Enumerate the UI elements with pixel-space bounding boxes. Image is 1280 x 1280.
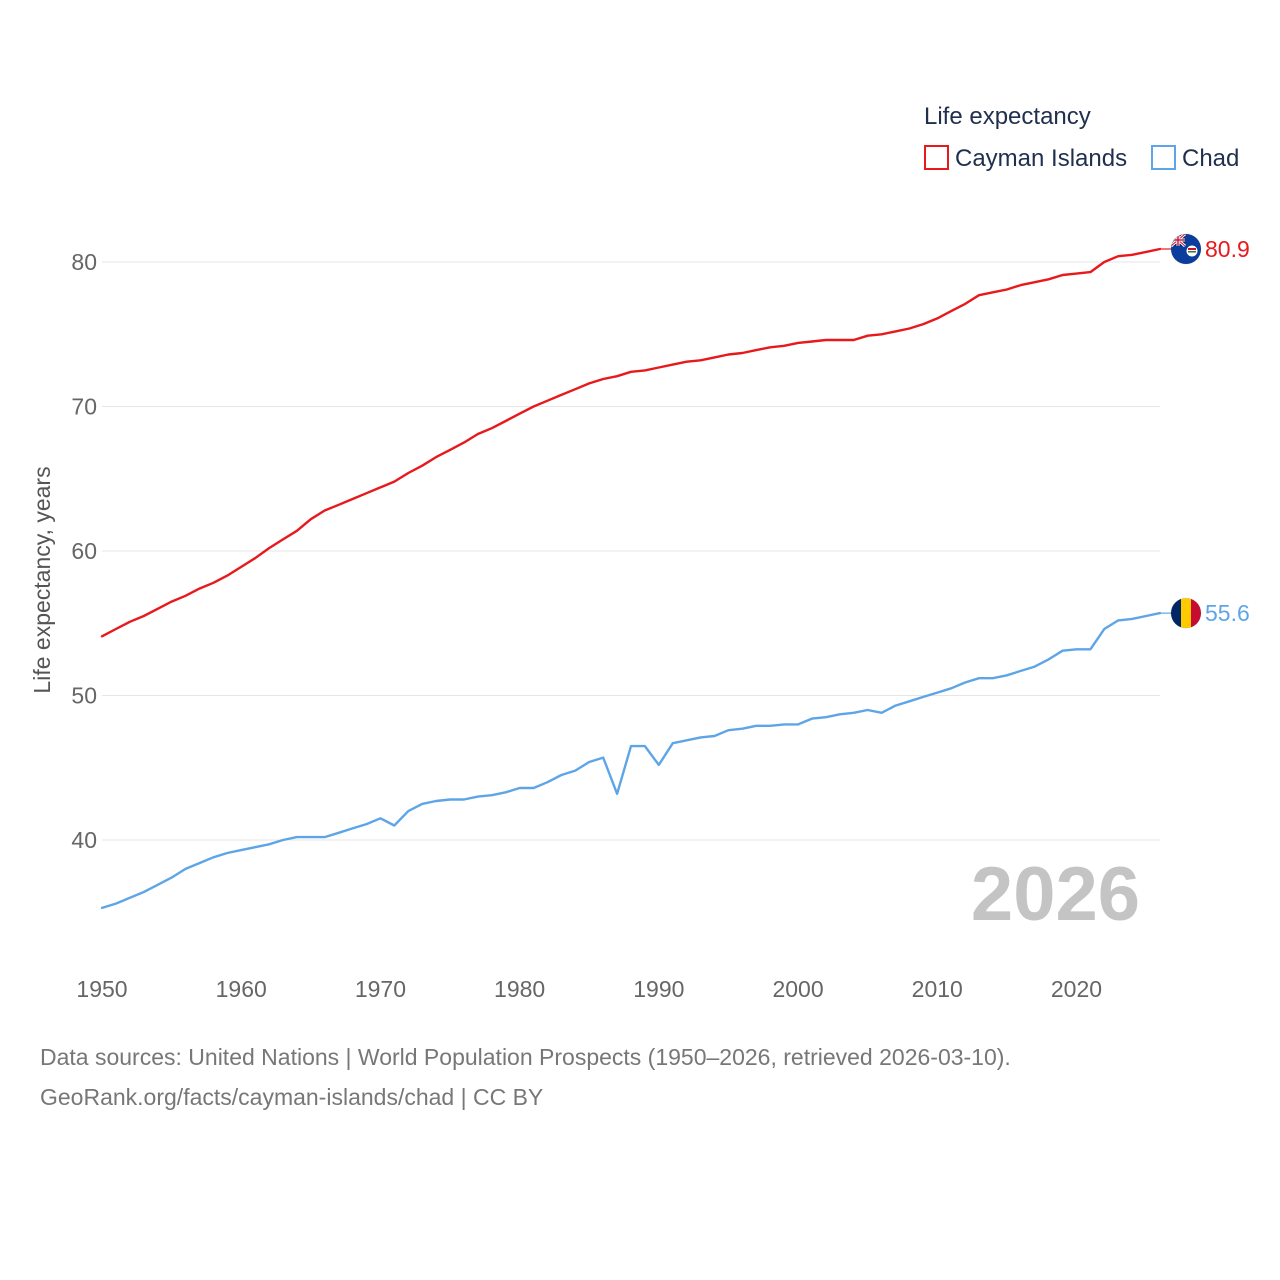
x-tick-label: 2010 bbox=[912, 976, 963, 1002]
end-markers: 80.9 55.6 bbox=[1160, 233, 1250, 629]
legend-swatch-cayman-islands bbox=[924, 145, 949, 170]
legend-label-chad: Chad bbox=[1182, 145, 1239, 172]
series-line-chad[interactable] bbox=[100, 611, 1162, 910]
chad-flag-icon bbox=[1170, 597, 1202, 629]
y-tick-label: 40 bbox=[71, 827, 97, 853]
series-line-cayman-islands[interactable] bbox=[100, 247, 1162, 638]
legend: Life expectancy Cayman Islands Chad bbox=[924, 103, 1239, 172]
year-watermark: 2026 bbox=[971, 852, 1140, 937]
x-tick-label: 2000 bbox=[772, 976, 823, 1002]
footer-sources: Data sources: United Nations | World Pop… bbox=[40, 1044, 1011, 1070]
x-axis-ticks: 1950 1960 1970 1980 1990 2000 2010 2020 bbox=[76, 976, 1102, 1002]
end-value-label-chad: 55.6 bbox=[1205, 600, 1250, 626]
legend-item-chad[interactable]: Chad bbox=[1151, 145, 1239, 172]
y-tick-label: 70 bbox=[71, 394, 97, 420]
y-axis-label: Life expectancy, years bbox=[29, 466, 55, 693]
x-tick-label: 1950 bbox=[76, 976, 127, 1002]
y-tick-label: 50 bbox=[71, 683, 97, 709]
legend-label-cayman-islands: Cayman Islands bbox=[955, 145, 1127, 172]
x-tick-label: 1980 bbox=[494, 976, 545, 1002]
x-tick-label: 1960 bbox=[216, 976, 267, 1002]
legend-swatch-chad bbox=[1151, 145, 1176, 170]
cayman-islands-flag-icon bbox=[1170, 233, 1202, 265]
legend-item-cayman-islands[interactable]: Cayman Islands bbox=[924, 145, 1127, 172]
series-layer bbox=[100, 247, 1162, 910]
y-axis-ticks: 40 50 60 70 80 bbox=[71, 249, 97, 853]
x-tick-label: 2020 bbox=[1051, 976, 1102, 1002]
legend-title: Life expectancy bbox=[924, 103, 1091, 130]
end-value-label-cayman-islands: 80.9 bbox=[1205, 236, 1250, 262]
x-tick-label: 1970 bbox=[355, 976, 406, 1002]
footer-attribution[interactable]: GeoRank.org/facts/cayman-islands/chad | … bbox=[40, 1084, 544, 1110]
y-tick-label: 80 bbox=[71, 249, 97, 275]
grid-layer bbox=[102, 261, 1160, 841]
x-tick-label: 1990 bbox=[633, 976, 684, 1002]
life-expectancy-chart: 40 50 60 70 80 1950 1960 1970 1980 1990 2000 2010 2… bbox=[29, 103, 1250, 1002]
y-tick-label: 60 bbox=[71, 538, 97, 564]
